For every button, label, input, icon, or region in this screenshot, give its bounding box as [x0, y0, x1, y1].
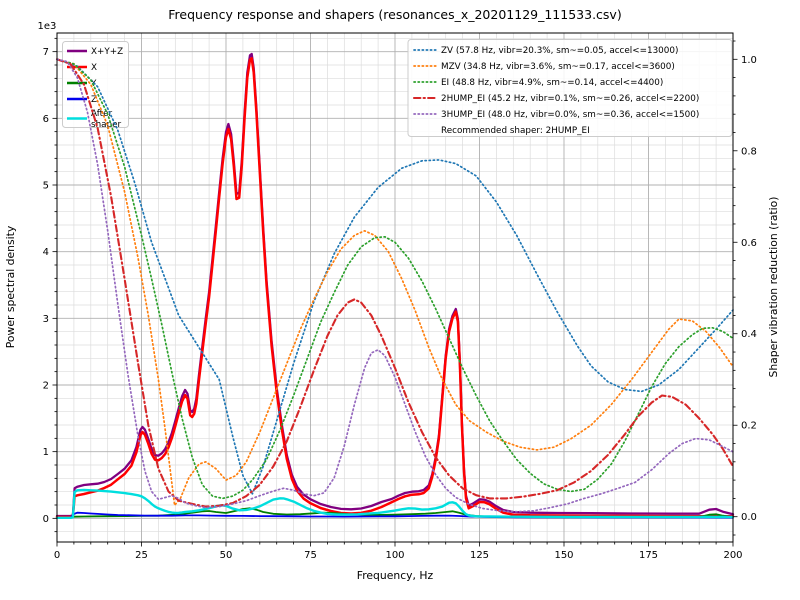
y-left-tick-label: 5 [43, 181, 49, 192]
y-left-offset-text: 1e3 [38, 21, 57, 32]
legend-item-label: ZV (57.8 Hz, vibr=20.3%, sm~=0.05, accel… [441, 46, 678, 56]
legend-box [407, 39, 733, 137]
shaper-legend: ZV (57.8 Hz, vibr=20.3%, sm~=0.05, accel… [407, 39, 733, 137]
y-right-tick-label: 0.0 [741, 512, 757, 523]
series-zv [56, 58, 734, 495]
recommended-shaper-note: Recommended shaper: 2HUMP_EI [441, 126, 590, 136]
legend-item-label: Z [91, 95, 97, 105]
series-ei [56, 58, 734, 500]
axis-ticks [52, 37, 738, 547]
x-tick-label: 200 [723, 550, 742, 561]
legend-item-label: X [91, 63, 97, 73]
y-left-axis-label: Power spectral density [4, 225, 17, 348]
x-axis-label: Frequency, Hz [357, 569, 434, 582]
y-right-tick-label: 0.4 [741, 329, 757, 340]
x-tick-label: 175 [639, 550, 658, 561]
psd-curves [55, 52, 735, 519]
legend-item-label: EI (48.8 Hz, vibr=4.9%, sm~=0.14, accel<… [441, 78, 663, 88]
y-right-tick-label: 0.8 [741, 146, 757, 157]
axis-tick-labels: 0 25 50 75 100 125 150 175 200 0 1 2 3 4 5 6 7 0.0 0.2 0.4 0… [43, 47, 757, 561]
shaper-curves [55, 58, 735, 513]
y-right-tick-label: 1.0 [741, 55, 757, 66]
legend-box [62, 41, 129, 128]
series-mzv [56, 58, 734, 507]
x-tick-label: 50 [220, 550, 233, 561]
minor-gridlines [57, 33, 733, 542]
y-left-tick-label: 4 [43, 247, 49, 258]
x-tick-label: 125 [470, 550, 489, 561]
chart-title: Frequency response and shapers (resonanc… [168, 7, 621, 22]
y-right-tick-label: 0.6 [741, 238, 757, 249]
x-tick-label: 150 [554, 550, 573, 561]
y-left-tick-label: 0 [43, 514, 49, 525]
series-x [55, 57, 735, 519]
y-left-tick-label: 6 [43, 114, 49, 125]
legend-item-label: After [91, 109, 113, 119]
y-right-axis-label: Shaper vibration reduction (ratio) [767, 196, 780, 377]
x-tick-label: 25 [135, 550, 148, 561]
y-left-tick-label: 2 [43, 381, 49, 392]
legend-item-label: 2HUMP_EI (45.2 Hz, vibr=0.1%, sm~=0.26, … [441, 94, 699, 104]
x-tick-label: 100 [385, 550, 404, 561]
series-2hump-ei [55, 58, 735, 508]
y-left-tick-label: 3 [43, 314, 49, 325]
x-tick-label: 0 [54, 550, 60, 561]
x-tick-label: 75 [304, 550, 317, 561]
y-right-tick-label: 0.2 [741, 421, 757, 432]
legend-item-label: shaper [91, 120, 122, 130]
legend-item-label: X+Y+Z [91, 47, 123, 57]
series-after-shaper [55, 488, 735, 519]
series-3hump-ei [56, 58, 734, 513]
legend-item-label: 3HUMP_EI (48.0 Hz, vibr=0.0%, sm~=0.36, … [441, 110, 699, 120]
y-left-tick-label: 7 [43, 47, 49, 58]
y-left-tick-label: 1 [43, 447, 49, 458]
legend-item-label: MZV (34.8 Hz, vibr=3.6%, sm~=0.17, accel… [441, 62, 675, 72]
